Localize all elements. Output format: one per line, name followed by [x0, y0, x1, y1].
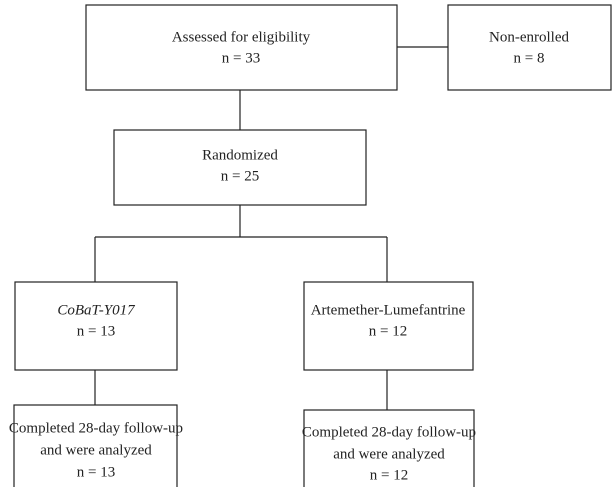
box	[14, 281, 178, 371]
box	[85, 4, 398, 91]
box-label: and were analyzed	[333, 446, 445, 462]
box-count: n = 12	[370, 467, 408, 483]
box-label: Artemether-Lumefantrine	[311, 302, 466, 318]
box	[447, 4, 612, 91]
box-count: n = 12	[369, 323, 407, 339]
box-label: Completed 28-day follow-up	[302, 424, 476, 440]
box-label: Non-enrolled	[489, 29, 569, 45]
box	[303, 281, 474, 371]
box	[303, 409, 475, 487]
box-label: and were analyzed	[40, 442, 152, 458]
box-count: n = 13	[77, 323, 115, 339]
box-label: Assessed for eligibility	[172, 29, 311, 45]
box-label: Randomized	[202, 147, 278, 163]
box-count: n = 25	[221, 168, 259, 184]
box-count: n = 13	[77, 464, 115, 480]
box-count: n = 33	[222, 50, 260, 66]
box-label: Completed 28-day follow-up	[9, 420, 183, 436]
box-label: CoBaT-Y017	[57, 302, 136, 318]
box-count: n = 8	[514, 50, 545, 66]
box	[13, 404, 178, 487]
box	[113, 129, 367, 206]
